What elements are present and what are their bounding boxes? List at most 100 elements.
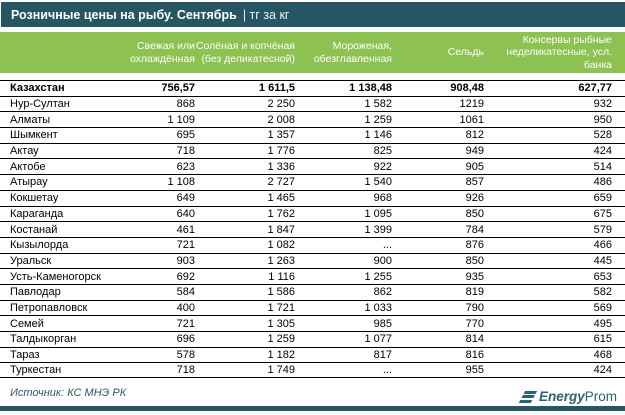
value-cell: 579 xyxy=(593,223,612,236)
value-cell: 1 263 xyxy=(267,254,295,267)
column-header-city xyxy=(0,32,105,73)
city-cell: Атырау xyxy=(10,176,48,189)
city-cell: Тараз xyxy=(10,349,40,362)
value-cell: 985 xyxy=(373,317,392,330)
value-cell: 1 305 xyxy=(267,317,295,330)
value-cell: 1 721 xyxy=(267,301,295,314)
value-cell: 1 749 xyxy=(267,364,295,377)
value-cell: 2 727 xyxy=(267,176,295,189)
city-cell: Туркестан xyxy=(10,364,62,377)
value-cell: 816 xyxy=(465,349,484,362)
value-cell: 756,57 xyxy=(161,82,195,95)
column-header-canned: Консервы рыбные неделикатесные, усл. бан… xyxy=(506,33,612,71)
city-cell: Павлодар xyxy=(10,286,61,299)
value-cell: 718 xyxy=(176,364,195,377)
value-cell: 514 xyxy=(593,160,612,173)
value-cell: 1 399 xyxy=(364,223,392,236)
value-cell: 790 xyxy=(465,301,484,314)
value-cell: 569 xyxy=(593,301,612,314)
table-row: Костанай 461 1 847 1 399 784 579 xyxy=(0,221,625,237)
value-cell: 1219 xyxy=(459,98,484,111)
value-cell: 528 xyxy=(593,129,612,142)
value-cell: 1 082 xyxy=(267,239,295,252)
energyprom-logo: Energy Prom xyxy=(518,388,617,405)
value-cell: 1 465 xyxy=(267,192,295,205)
column-header-fresh: Свежая или охлаждённая xyxy=(129,40,195,65)
table-row: Петропавловск 400 1 721 1 033 790 569 xyxy=(0,299,625,316)
value-cell: 876 xyxy=(465,239,484,252)
value-cell: 903 xyxy=(176,254,195,267)
table-body: Казахстан 756,57 1 611,5 1 138,48 908,48 627,… xyxy=(0,80,625,379)
value-cell: 468 xyxy=(593,349,612,362)
value-cell: 1 109 xyxy=(167,113,195,126)
value-cell: 949 xyxy=(465,145,484,158)
page-title: Розничные цены на рыбу. Сентябрь xyxy=(11,7,237,22)
value-cell: 400 xyxy=(176,301,195,314)
value-cell: 1 776 xyxy=(267,145,295,158)
table-row: Нур-Султан 868 2 250 1 582 1219 932 xyxy=(0,95,625,112)
value-cell: 1 138,48 xyxy=(349,82,392,95)
value-cell: 623 xyxy=(176,160,195,173)
value-cell: 857 xyxy=(465,176,484,189)
title-unit: | тг за кг xyxy=(242,7,290,22)
table-row: Туркестан 718 1 749... 955 424 xyxy=(0,362,625,379)
energyprom-icon xyxy=(518,390,538,404)
city-cell: Кокшетау xyxy=(10,192,59,205)
table-row: Караганда 640 1 762 1 095 850 675 xyxy=(0,205,625,222)
value-cell: 908,48 xyxy=(450,82,484,95)
table-row: Кокшетау 649 1 465 968 926 659 xyxy=(0,189,625,206)
city-cell: Актау xyxy=(10,145,39,158)
table-row: Алматы 1 109 2 008 1 259 1061 950 xyxy=(0,111,625,127)
value-cell: 692 xyxy=(176,270,195,283)
value-cell: 825 xyxy=(373,145,392,158)
value-cell: 1 182 xyxy=(267,349,295,362)
table-row: Тараз 578 1 182 817 816 468 xyxy=(0,346,625,363)
value-cell: 850 xyxy=(465,207,484,220)
value-cell: 1 033 xyxy=(364,301,392,314)
table-header: Свежая или охлаждённая Солёная и копчёна… xyxy=(0,32,625,73)
value-cell: 1 116 xyxy=(268,270,295,283)
value-cell: 814 xyxy=(465,333,484,346)
table-row: Семей 721 1 305 985 770 495 xyxy=(0,315,625,331)
value-cell: 819 xyxy=(465,286,484,299)
table-row: Атырау 1 108 2 727 1 540 857 486 xyxy=(0,174,625,190)
value-cell: 640 xyxy=(176,207,195,220)
city-cell: Казахстан xyxy=(10,82,65,95)
value-cell: 850 xyxy=(465,254,484,267)
value-cell: 718 xyxy=(176,145,195,158)
value-cell: 784 xyxy=(465,223,484,236)
city-cell: Петропавловск xyxy=(10,301,88,314)
value-cell: 955 xyxy=(465,364,484,377)
bottom-accent-bar xyxy=(0,406,625,411)
value-cell: 675 xyxy=(593,207,612,220)
value-cell: 584 xyxy=(176,286,195,299)
value-cell: 1 847 xyxy=(267,223,295,236)
value-cell: 968 xyxy=(373,192,392,205)
table-row: Павлодар 584 1 586 862 819 582 xyxy=(0,283,625,300)
value-cell: 649 xyxy=(176,192,195,205)
value-cell: 445 xyxy=(593,254,612,267)
table-row: Казахстан 756,57 1 611,5 1 138,48 908,48 627,… xyxy=(0,80,625,96)
value-cell: 1 611,5 xyxy=(258,82,295,95)
value-cell: 721 xyxy=(176,239,195,252)
value-cell: 926 xyxy=(465,192,484,205)
value-cell: 905 xyxy=(465,160,484,173)
value-cell: 653 xyxy=(593,270,612,283)
value-cell: 1 336 xyxy=(267,160,295,173)
value-cell: 1 259 xyxy=(364,113,392,126)
city-cell: Нур-Султан xyxy=(10,98,70,111)
city-cell: Караганда xyxy=(10,207,64,220)
column-header-frozen: Мороженая, обезглавленная xyxy=(313,40,392,65)
value-cell: 1 762 xyxy=(267,207,295,220)
value-cell: 1 357 xyxy=(267,129,295,142)
value-cell: 862 xyxy=(373,286,392,299)
city-cell: Семей xyxy=(10,317,44,330)
value-cell: 1 095 xyxy=(364,207,392,220)
value-cell: 627,77 xyxy=(578,82,612,95)
logo-prom-text: Prom xyxy=(584,389,617,404)
table-row: Актобе 623 1 336 922 905 514 xyxy=(0,158,625,174)
table-row: Актау 718 1 776 825 949 424 xyxy=(0,142,625,159)
value-cell: 696 xyxy=(176,333,195,346)
value-cell: ... xyxy=(382,364,392,377)
